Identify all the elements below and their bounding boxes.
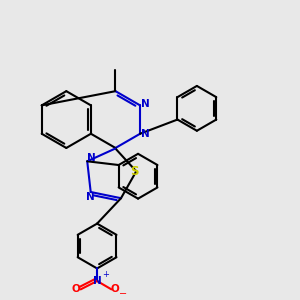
Text: O: O [110,284,119,294]
Text: N: N [87,153,96,163]
Text: +: + [102,270,109,279]
Text: N: N [93,276,101,286]
Text: N: N [141,99,150,109]
Text: O: O [72,284,80,294]
Text: N: N [86,192,95,203]
Text: −: − [119,289,127,299]
Text: S: S [130,165,139,178]
Text: N: N [141,129,150,139]
